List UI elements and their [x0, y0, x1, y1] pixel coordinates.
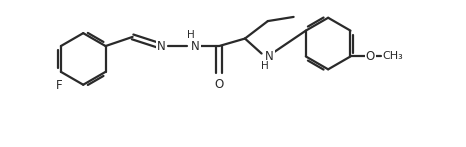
Text: N: N — [265, 50, 274, 62]
Text: N: N — [191, 40, 199, 52]
Text: H: H — [261, 61, 269, 71]
Text: H: H — [187, 30, 195, 40]
Text: O: O — [214, 78, 224, 91]
Text: O: O — [366, 50, 375, 63]
Text: N: N — [157, 40, 165, 52]
Text: CH₃: CH₃ — [383, 51, 403, 61]
Text: F: F — [55, 79, 62, 92]
